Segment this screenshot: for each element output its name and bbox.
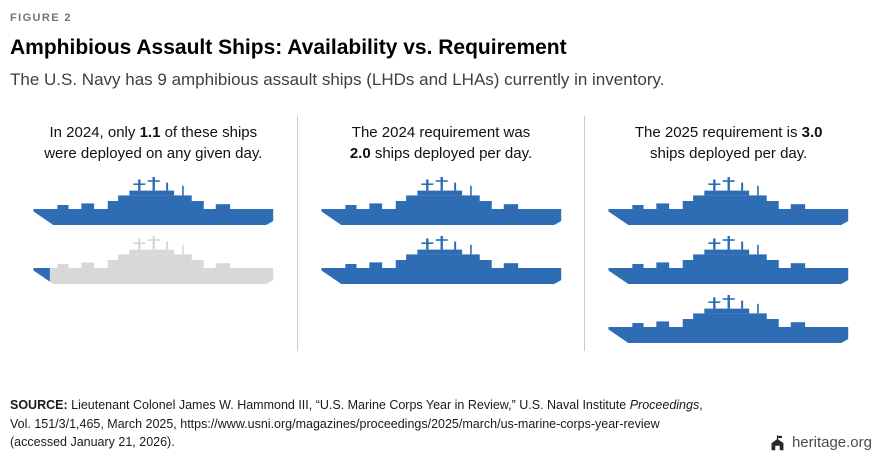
panel-caption-2025-requirement: The 2025 requirement is 3.0 ships deploy… [629, 122, 829, 164]
caption-text: ships deployed per day. [650, 145, 808, 162]
panel-caption-2024-requirement: The 2024 requirement was 2.0 ships deplo… [341, 122, 541, 164]
ship-icon [24, 177, 283, 233]
heritage-brand-label: heritage.org [791, 434, 872, 451]
ship-icon [599, 236, 858, 292]
source-line1: Lieutenant Colonel James W. Hammond III,… [67, 397, 630, 412]
footer-row: SOURCE: Lieutenant Colonel James W. Hamm… [10, 396, 872, 452]
ship-icon [312, 236, 571, 292]
panel-2024-requirement: The 2024 requirement was 2.0 ships deplo… [296, 116, 585, 351]
panels-row: In 2024, only 1.1 of these ships were de… [10, 116, 872, 351]
caption-text: ships deployed per day. [370, 145, 533, 162]
ship-icon [599, 177, 858, 233]
caption-value: 3.0 [801, 124, 823, 141]
ship-stack-2025-requirement [599, 177, 858, 351]
source-line1-end: , [699, 397, 703, 412]
ship-icon [312, 177, 571, 233]
panel-2025-requirement: The 2025 requirement is 3.0 ships deploy… [584, 116, 872, 351]
ship-stack-2024-requirement [312, 177, 571, 292]
source-line3: (accessed January 21, 2026). [10, 435, 175, 450]
panel-caption-2024-deployed: In 2024, only 1.1 of these ships were de… [36, 122, 270, 164]
caption-value: 1.1 [139, 124, 161, 141]
figure-label: FIGURE 2 [10, 12, 72, 24]
ship-stack-2024-deployed [24, 177, 283, 292]
heritage-logo-icon [769, 434, 786, 451]
caption-value: 2.0 [349, 145, 371, 162]
caption-text: In 2024, only [49, 124, 140, 141]
source-note: SOURCE: Lieutenant Colonel James W. Hamm… [10, 396, 703, 452]
heritage-brand: heritage.org [769, 434, 872, 452]
caption-text: of these ships were deployed on any give… [44, 124, 263, 162]
source-publication: Proceedings [629, 397, 700, 412]
ship-icon-partial [24, 236, 283, 292]
ship-icon [599, 295, 858, 351]
chart-subtitle: The U.S. Navy has 9 amphibious assault s… [10, 70, 665, 89]
source-label: SOURCE: [10, 397, 68, 412]
panel-2024-deployed: In 2024, only 1.1 of these ships were de… [10, 116, 297, 351]
chart-title: Amphibious Assault Ships: Availability v… [10, 36, 567, 59]
caption-text: The 2025 requirement is [634, 124, 802, 141]
caption-text: The 2024 requirement was [351, 124, 531, 141]
source-line2: Vol. 151/3/1,465, March 2025, https://ww… [10, 416, 660, 431]
